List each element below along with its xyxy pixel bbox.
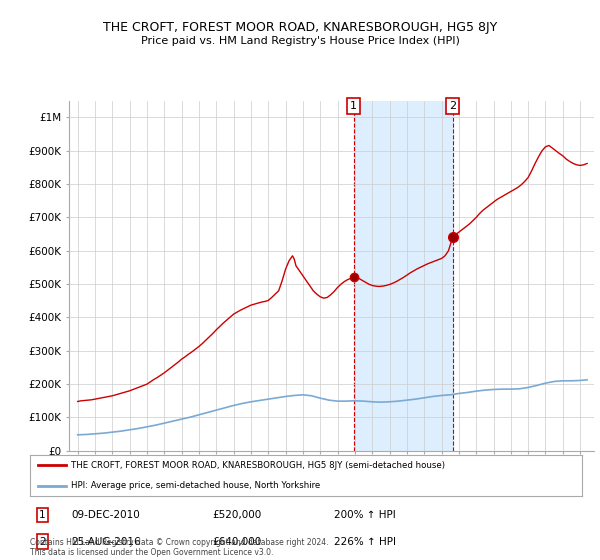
Text: THE CROFT, FOREST MOOR ROAD, KNARESBOROUGH, HG5 8JY (semi-detached house): THE CROFT, FOREST MOOR ROAD, KNARESBOROU… (71, 461, 445, 470)
Text: 1: 1 (39, 510, 46, 520)
Text: Contains HM Land Registry data © Crown copyright and database right 2024.
This d: Contains HM Land Registry data © Crown c… (30, 538, 329, 557)
Text: THE CROFT, FOREST MOOR ROAD, KNARESBOROUGH, HG5 8JY: THE CROFT, FOREST MOOR ROAD, KNARESBOROU… (103, 21, 497, 34)
Text: HPI: Average price, semi-detached house, North Yorkshire: HPI: Average price, semi-detached house,… (71, 481, 320, 491)
Text: 2: 2 (449, 101, 456, 111)
Text: 2: 2 (39, 536, 46, 547)
Text: £520,000: £520,000 (212, 510, 262, 520)
Text: 226% ↑ HPI: 226% ↑ HPI (334, 536, 395, 547)
Text: Price paid vs. HM Land Registry's House Price Index (HPI): Price paid vs. HM Land Registry's House … (140, 36, 460, 46)
Text: 1: 1 (350, 101, 357, 111)
Text: £640,000: £640,000 (212, 536, 262, 547)
Bar (353, 101, 452, 451)
Text: 200% ↑ HPI: 200% ↑ HPI (334, 510, 395, 520)
Text: 09-DEC-2010: 09-DEC-2010 (71, 510, 140, 520)
Text: 25-AUG-2016: 25-AUG-2016 (71, 536, 141, 547)
